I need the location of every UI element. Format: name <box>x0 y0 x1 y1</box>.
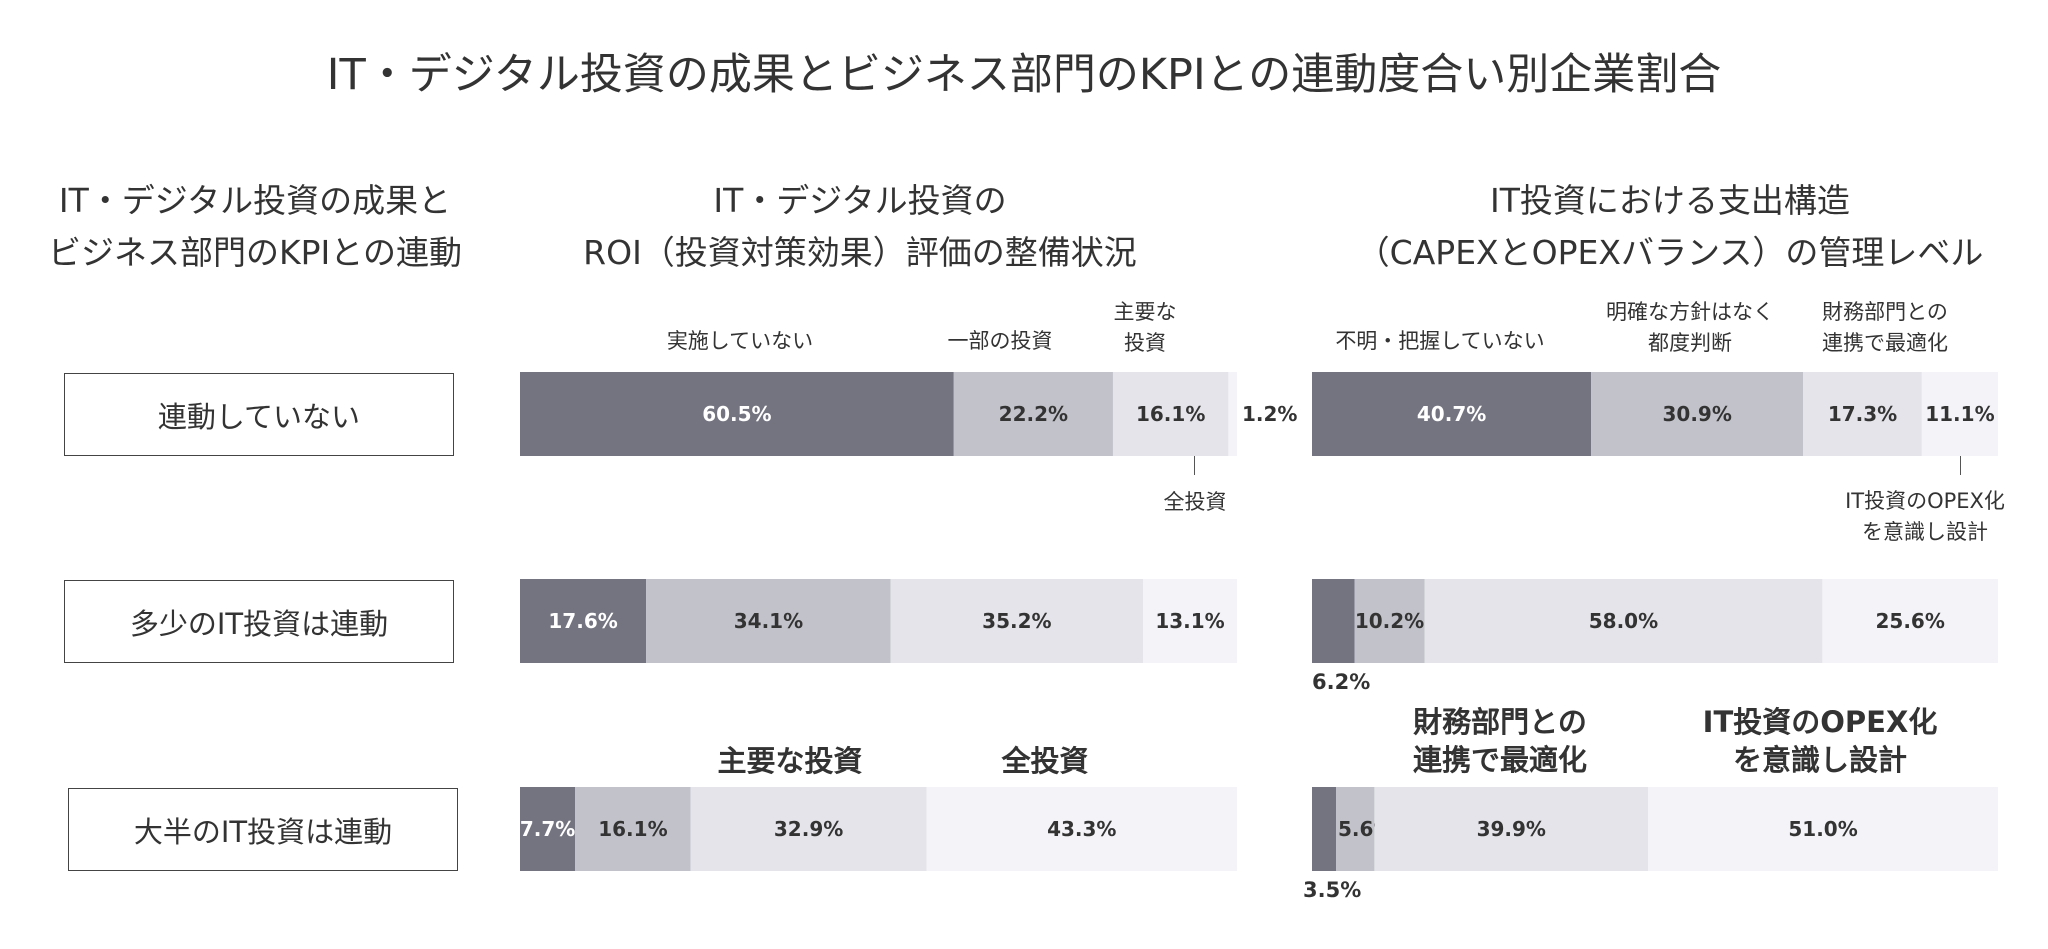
roi-bar-row1-seg3 <box>1112 372 1229 456</box>
capex-title-line1: IT投資における支出構造 <box>1490 181 1850 220</box>
roi-callout-line <box>1194 455 1195 475</box>
row-label-3: 大半のIT投資は連動 <box>68 788 458 871</box>
capex-legend-label-4: IT投資のOPEX化 を意識し設計 <box>1820 486 2030 548</box>
capex-bar-row2-seg3 <box>1424 579 1823 663</box>
capex-legend-label-4-line1: IT投資のOPEX化 <box>1845 489 2005 513</box>
roi-bar-label-row2-seg3: 35.2% <box>982 609 1051 633</box>
roi-bar-label-row3-seg2: 16.1% <box>598 817 667 841</box>
capex-callout-line <box>1960 455 1961 475</box>
roi-bar-row1-seg1 <box>520 372 954 456</box>
roi-legend-label-4: 全投資 <box>1163 490 1227 514</box>
capex-bar-row2-seg1 <box>1312 579 1355 663</box>
row-label-2: 多少のIT投資は連動 <box>64 580 454 663</box>
capex-legend-label-4-line2: を意識し設計 <box>1862 520 1988 544</box>
capex-chart-title: IT投資における支出構造 （CAPEXとOPEXバランス）の管理レベル <box>1300 175 2040 279</box>
capex-bar-label-row2-seg2: 10.2% <box>1355 609 1424 633</box>
capex-bar-row3-seg1 <box>1312 787 1337 871</box>
roi-legend-label-2: 一部の投資 <box>947 329 1053 353</box>
roi-bar-row1-seg2 <box>953 372 1113 456</box>
roi-title-line2: ROI（投資対策効果）評価の整備状況 <box>583 233 1137 272</box>
roi-legend-label-3-line1: 主要な <box>1113 300 1177 324</box>
capex-bottom-header-4-line1: IT投資のOPEX化 <box>1702 705 1938 739</box>
capex-bar-row3-seg3 <box>1374 787 1649 871</box>
roi-bar-label-row3-seg3: 32.9% <box>774 817 843 841</box>
capex-bar-label-row2-seg3: 58.0% <box>1589 609 1658 633</box>
capex-bar-label-row3-seg4: 51.0% <box>1788 817 1857 841</box>
capex-bar-row3-seg4 <box>1648 787 1998 871</box>
capex-bar-label-row1-seg1: 40.7% <box>1417 402 1486 426</box>
capex-legend-label-3-line2: 連携で最適化 <box>1822 331 1948 355</box>
capex-bar-label-row3-seg3: 39.9% <box>1477 817 1546 841</box>
roi-bar-label-row1-seg2: 22.2% <box>999 402 1068 426</box>
row-label-1: 連動していない <box>64 373 454 456</box>
capex-bar-row3-seg2 <box>1336 787 1375 871</box>
chart-title: IT・デジタル投資の成果とビジネス部門のKPIとの連動度合い別企業割合 <box>326 50 1722 100</box>
roi-bar-row3-seg4 <box>926 787 1237 871</box>
capex-bar-row1-seg3 <box>1803 372 1922 456</box>
roi-bar-row3-seg2 <box>575 787 691 871</box>
capex-outside-label-row3: 3.5% <box>1303 878 1362 902</box>
roi-bar-row2-seg2 <box>646 579 891 663</box>
row-header-line1: IT・デジタル投資の成果と <box>58 181 452 220</box>
capex-legend-label-2: 明確な方針はなく 都度判断 <box>1575 297 1805 359</box>
capex-legend-label-1: 不明・把握していない <box>1335 329 1545 353</box>
roi-legend-label-3: 主要な 投資 <box>1090 297 1200 359</box>
capex-bar-row2-seg2 <box>1354 579 1425 663</box>
roi-title-line1: IT・デジタル投資の <box>713 181 1007 220</box>
roi-bar-label-row1-seg1: 60.5% <box>702 402 771 426</box>
row-header-line2: ビジネス部門のKPIとの連動 <box>48 233 462 272</box>
roi-bar-label-row2-seg1: 17.6% <box>548 609 617 633</box>
roi-bar-label-row3-seg1: 7.7% <box>520 817 575 841</box>
capex-bar-label-row1-seg2: 30.9% <box>1662 402 1731 426</box>
capex-title-line2: （CAPEXとOPEXバランス）の管理レベル <box>1356 233 1984 272</box>
capex-bar-row2-seg4 <box>1822 579 1998 663</box>
capex-outside-label-row2: 6.2% <box>1312 670 1371 694</box>
roi-bar-label-row2-seg4: 13.1% <box>1155 609 1224 633</box>
roi-legend-label-3-line2: 投資 <box>1124 331 1166 355</box>
roi-bar-row3-seg3 <box>690 787 927 871</box>
capex-legend-label-3: 財務部門との 連携で最適化 <box>1795 297 1975 359</box>
capex-bar-row1-seg2 <box>1591 372 1804 456</box>
capex-legend-label-2-line2: 都度判断 <box>1648 331 1732 355</box>
capex-bottom-header-4: IT投資のOPEX化 を意識し設計 <box>1680 703 1960 779</box>
roi-bottom-header-4: 全投資 <box>1001 744 1089 778</box>
roi-bar-row1-seg4 <box>1228 372 1237 456</box>
capex-bottom-header-3-line1: 財務部門との <box>1413 705 1587 739</box>
capex-bottom-header-3: 財務部門との 連携で最適化 <box>1370 703 1630 779</box>
roi-bar-row3-seg1 <box>520 787 576 871</box>
roi-legend-label-1: 実施していない <box>666 329 814 353</box>
capex-legend-label-2-line1: 明確な方針はなく <box>1606 300 1774 324</box>
roi-bar-row2-seg1 <box>520 579 647 663</box>
roi-bar-row2-seg3 <box>890 579 1144 663</box>
capex-bottom-header-4-line2: を意識し設計 <box>1732 743 1907 777</box>
capex-legend-label-3-line1: 財務部門との <box>1822 300 1948 324</box>
roi-bar-label-row2-seg2: 34.1% <box>734 609 803 633</box>
capex-bottom-header-3-line2: 連携で最適化 <box>1412 743 1587 777</box>
roi-bar-row2-seg4 <box>1143 579 1237 663</box>
capex-bar-row1-seg1 <box>1312 372 1592 456</box>
capex-bar-label-row2-seg4: 25.6% <box>1875 609 1944 633</box>
roi-bar-label-row1-seg4: 1.2% <box>1242 402 1297 426</box>
roi-chart-title: IT・デジタル投資の ROI（投資対策効果）評価の整備状況 <box>520 175 1200 279</box>
roi-bottom-header-3: 主要な投資 <box>717 744 863 778</box>
roi-bar-label-row1-seg3: 16.1% <box>1136 402 1205 426</box>
row-header-title: IT・デジタル投資の成果と ビジネス部門のKPIとの連動 <box>10 175 500 279</box>
roi-bar-label-row3-seg4: 43.3% <box>1047 817 1116 841</box>
capex-bar-label-row1-seg3: 17.3% <box>1828 402 1897 426</box>
capex-bar-row1-seg4 <box>1921 372 1998 456</box>
capex-bar-label-row1-seg4: 11.1% <box>1925 402 1994 426</box>
